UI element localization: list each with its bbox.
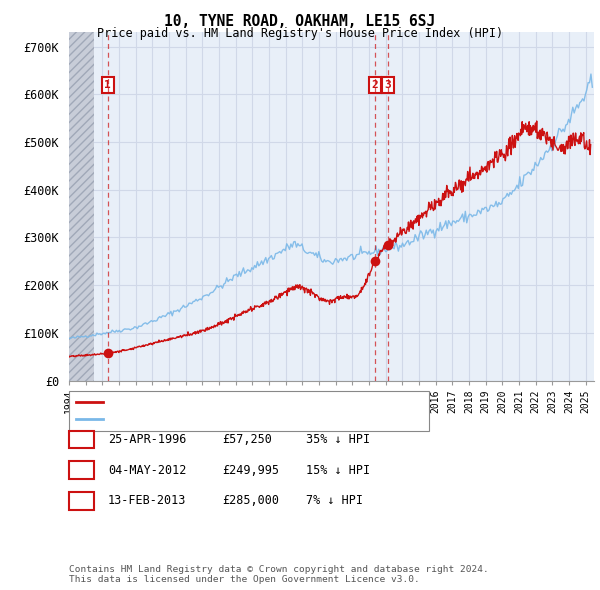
Text: 1: 1 — [78, 433, 85, 446]
Text: 3: 3 — [78, 494, 85, 507]
Text: 7% ↓ HPI: 7% ↓ HPI — [306, 494, 363, 507]
Text: £249,995: £249,995 — [222, 464, 279, 477]
Text: Price paid vs. HM Land Registry's House Price Index (HPI): Price paid vs. HM Land Registry's House … — [97, 27, 503, 40]
Text: 10, TYNE ROAD, OAKHAM, LE15 6SJ: 10, TYNE ROAD, OAKHAM, LE15 6SJ — [164, 14, 436, 28]
Text: 3: 3 — [384, 80, 391, 90]
Text: £57,250: £57,250 — [222, 433, 272, 446]
Text: Contains HM Land Registry data © Crown copyright and database right 2024.
This d: Contains HM Land Registry data © Crown c… — [69, 565, 489, 584]
Text: 10, TYNE ROAD, OAKHAM, LE15 6SJ (detached house): 10, TYNE ROAD, OAKHAM, LE15 6SJ (detache… — [107, 397, 419, 407]
Text: 15% ↓ HPI: 15% ↓ HPI — [306, 464, 370, 477]
Text: 2: 2 — [78, 464, 85, 477]
Text: 25-APR-1996: 25-APR-1996 — [108, 433, 187, 446]
Text: £285,000: £285,000 — [222, 494, 279, 507]
Text: HPI: Average price, detached house, Rutland: HPI: Average price, detached house, Rutl… — [107, 414, 387, 424]
Text: 13-FEB-2013: 13-FEB-2013 — [108, 494, 187, 507]
Text: 35% ↓ HPI: 35% ↓ HPI — [306, 433, 370, 446]
Bar — [69, 32, 94, 381]
Text: 2: 2 — [371, 80, 378, 90]
Text: 1: 1 — [104, 80, 111, 90]
Text: 04-MAY-2012: 04-MAY-2012 — [108, 464, 187, 477]
